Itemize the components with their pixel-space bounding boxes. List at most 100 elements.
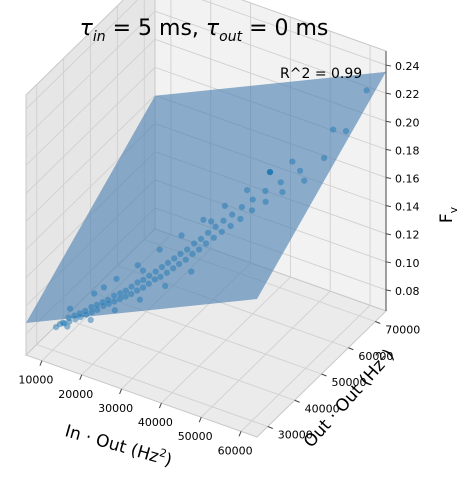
x-tick-label: 20000 (58, 388, 93, 401)
data-point (177, 250, 184, 257)
data-point (128, 283, 135, 290)
data-point (220, 217, 227, 224)
data-point (227, 222, 234, 230)
z-tick-label: 0.08 (395, 285, 420, 298)
data-point (145, 280, 152, 287)
y-tick (294, 399, 300, 403)
y-tick-label: 30000 (278, 429, 313, 442)
fit-plane (26, 71, 386, 323)
data-point (321, 154, 328, 162)
data-point (212, 223, 219, 230)
data-point (111, 298, 118, 305)
data-point (152, 268, 159, 275)
data-point (191, 240, 198, 247)
data-point (111, 292, 118, 299)
data-point (170, 265, 177, 272)
x-tick-label: 60000 (218, 444, 253, 457)
z-tick (385, 64, 392, 67)
x-tick (238, 431, 242, 437)
data-point (184, 246, 191, 253)
data-point (237, 215, 244, 222)
data-point (363, 87, 370, 94)
x-tick (119, 388, 123, 395)
x-tick-label: 40000 (138, 416, 173, 429)
data-point (277, 179, 284, 186)
grid-line-z-side (25, 95, 156, 222)
z-tick-label: 0.12 (395, 229, 420, 242)
data-point (342, 128, 350, 135)
data-point (279, 189, 286, 196)
y-tick-label: 50000 (332, 376, 367, 389)
y-tick-label: 70000 (385, 324, 420, 337)
y-tick-label: 60000 (358, 350, 393, 363)
data-point (156, 246, 163, 253)
data-point (100, 284, 107, 291)
z-tick-label: 0.10 (395, 257, 420, 270)
data-point (94, 306, 101, 313)
data-point (162, 282, 169, 290)
grid-line-z-side (25, 38, 156, 166)
x-tick (198, 417, 202, 423)
data-point (117, 290, 124, 297)
grid-line-y-floor (36, 344, 268, 427)
data-point (136, 296, 143, 303)
data-point (87, 316, 94, 324)
data-point (197, 235, 205, 242)
z-tick (385, 92, 392, 95)
data-point (248, 207, 256, 214)
grid-line-z-side (25, 0, 139, 110)
chart-title: τin = 5 ms, τout = 0 ms (80, 16, 329, 45)
data-point (163, 269, 170, 276)
x-tick (158, 402, 162, 409)
x-tick-label: 10000 (18, 374, 53, 387)
data-point (122, 287, 129, 294)
data-point (196, 246, 203, 253)
data-point (188, 268, 195, 275)
z-tick (385, 120, 392, 123)
data-point (151, 276, 158, 283)
data-point (139, 284, 147, 291)
z-tick-label: 0.16 (395, 173, 420, 186)
data-point (189, 250, 196, 257)
data-point (134, 262, 141, 269)
x-tick-label: 50000 (178, 430, 213, 443)
data-point (113, 275, 120, 282)
x-tick-label: 30000 (98, 402, 133, 415)
data-point (210, 234, 217, 241)
y-tick (348, 347, 354, 351)
data-point (105, 300, 112, 307)
grid-line-y-floor (63, 317, 295, 401)
z-tick (385, 233, 392, 236)
z-axis-label: Fv (437, 206, 460, 223)
grid-line-z-side (25, 10, 156, 138)
data-point (229, 211, 236, 218)
data-point (171, 255, 178, 262)
data-point (221, 202, 228, 209)
data-point (83, 311, 90, 318)
data-point (301, 177, 308, 184)
x-tick (39, 360, 43, 366)
data-point (134, 279, 141, 286)
data-point (238, 204, 245, 211)
data-point (134, 287, 141, 294)
x-axis-ticks: 10000 20000 30000 40000 50000 60000 (18, 360, 253, 457)
y-axis-ticks: 30000 40000 50000 60000 70000 (267, 321, 420, 442)
data-point (330, 126, 337, 133)
data-point (67, 305, 74, 312)
data-point (116, 295, 124, 302)
z-tick (385, 148, 392, 151)
z-tick (385, 289, 392, 292)
data-point (64, 323, 71, 330)
data-point (262, 198, 269, 205)
data-point (93, 301, 100, 308)
data-point (204, 229, 212, 236)
data-point (158, 264, 166, 271)
data-point (178, 232, 185, 239)
data-point (88, 309, 95, 316)
z-axis-ticks: 0.08 0.10 0.12 0.14 0.16 0.18 0.20 0.22 0.24 (385, 51, 420, 311)
data-points (52, 87, 370, 331)
data-point (262, 187, 269, 195)
data-point (91, 290, 98, 297)
grid-line-z-side (25, 67, 156, 194)
